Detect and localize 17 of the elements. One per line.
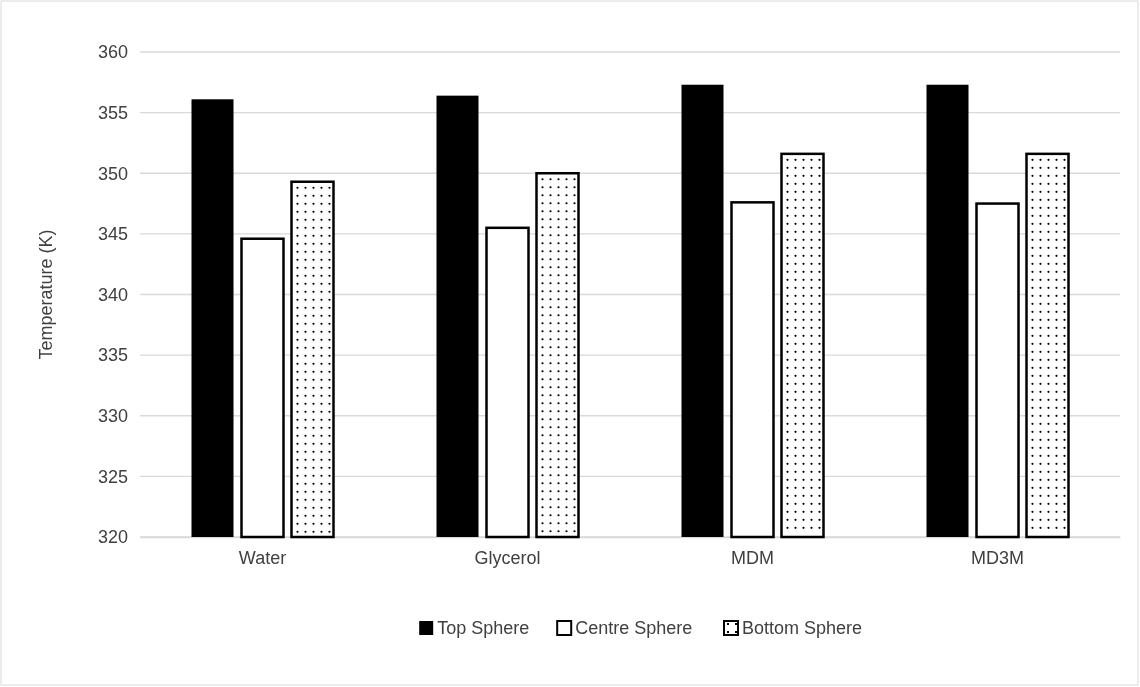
legend-label: Centre Sphere [575,618,693,638]
y-tick-label: 335 [97,345,128,366]
y-tick-label: 360 [97,42,128,63]
legend-label: Top Sphere [437,618,530,638]
y-tick-label: 325 [97,466,128,487]
x-tick-label: MD3M [971,547,1024,568]
x-tick-label: Glycerol [474,547,541,568]
y-tick-label: 320 [97,527,128,548]
x-tick-label: Water [238,547,287,568]
y-tick-label: 330 [97,406,128,427]
y-axis-title: Temperature (K) [36,229,56,360]
y-tick-label: 340 [97,284,128,305]
y-tick-label: 345 [97,224,128,245]
y-tick-label: 350 [97,163,128,184]
y-tick-label: 355 [97,102,128,123]
legend-label: Bottom Sphere [742,618,863,638]
x-tick-label: MDM [731,547,774,568]
